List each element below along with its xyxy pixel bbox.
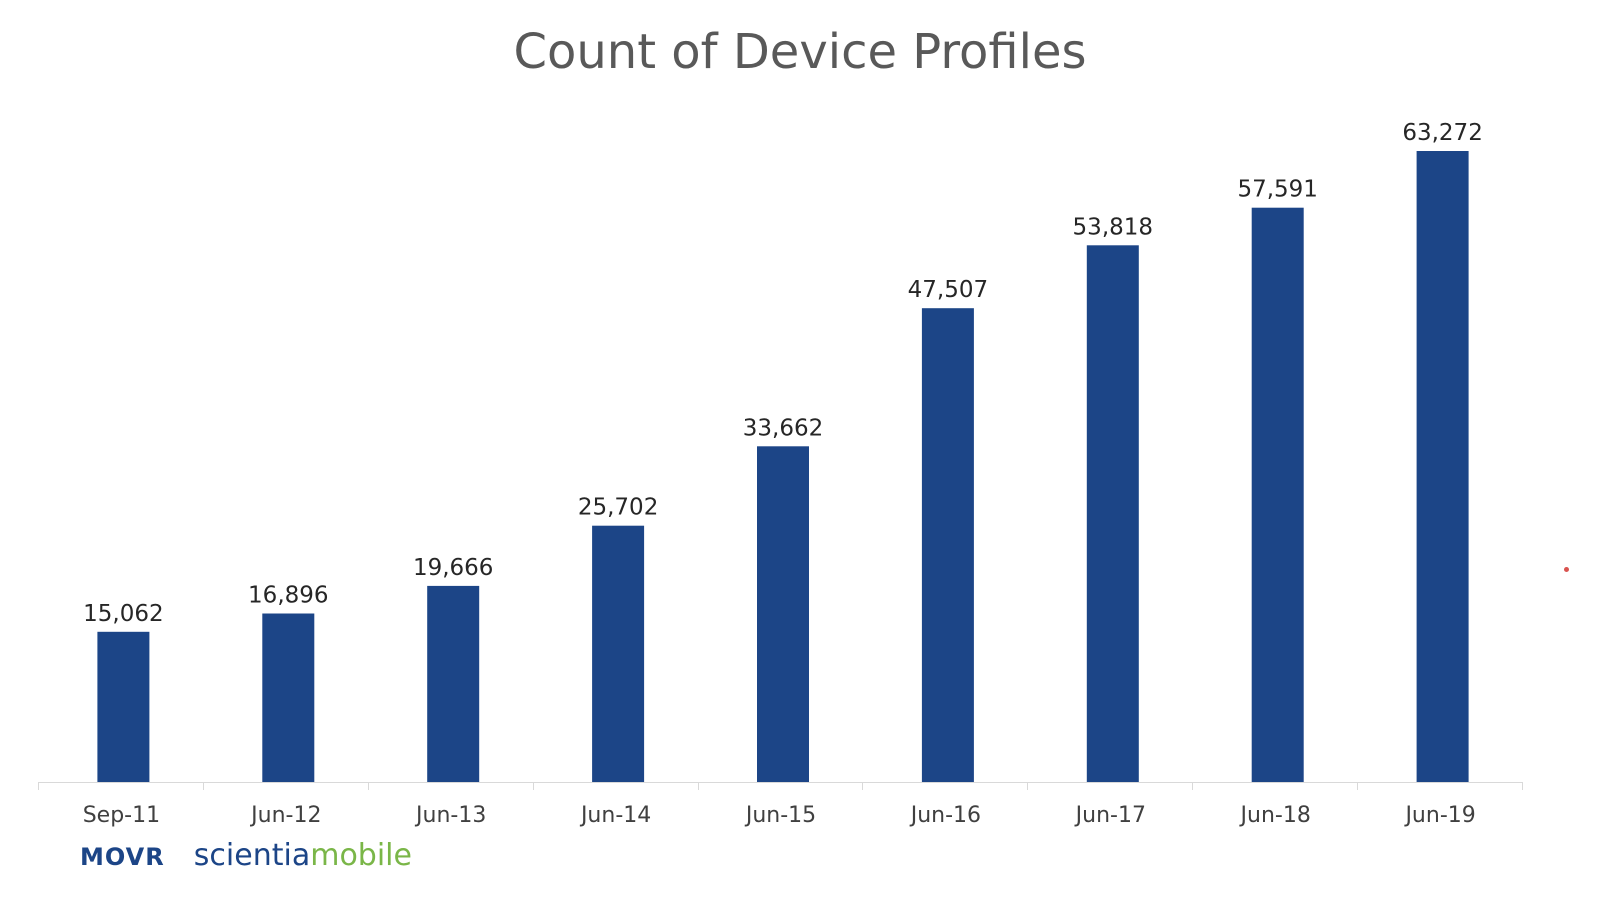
bar-sep-11 — [97, 631, 150, 782]
bar-jun-13 — [427, 585, 480, 782]
x-tick-label-jun-14: Jun-14 — [579, 803, 651, 828]
data-labels-layer: 15,062 16,896 19,666 25,702 33,662 47,507 53,8… — [83, 120, 1483, 627]
x-tick-label-jun-16: Jun-16 — [909, 803, 981, 828]
movr-logo-text: MOVR — [80, 843, 165, 871]
x-tick-label-jun-15: Jun-15 — [744, 803, 816, 828]
x-tick-label-jun-18: Jun-18 — [1239, 803, 1311, 828]
chart-title: Count of Device Profiles — [513, 24, 1087, 80]
brand-logo: MOVR scientiamobile — [80, 838, 412, 878]
bar-jun-12 — [262, 613, 315, 782]
scientia-logo-text: scientia — [193, 838, 311, 873]
data-label-jun-17: 53,818 — [1073, 214, 1153, 240]
x-tick-label-jun-12: Jun-12 — [249, 803, 321, 828]
data-label-jun-13: 19,666 — [413, 555, 493, 581]
x-axis: Sep-11 Jun-12 Jun-13 Jun-14 Jun-15 Jun-16 Jun-… — [38, 782, 1523, 828]
data-label-jun-14: 25,702 — [578, 495, 658, 521]
bar-jun-16 — [921, 308, 974, 782]
bar-jun-15 — [757, 446, 809, 782]
bars-layer — [97, 151, 1469, 783]
data-label-jun-18: 57,591 — [1237, 177, 1317, 203]
data-label-jun-12: 16,896 — [248, 583, 328, 609]
data-label-jun-15: 33,662 — [743, 415, 823, 441]
x-tick-label-jun-19: Jun-19 — [1403, 803, 1475, 828]
bar-jun-19 — [1416, 151, 1469, 782]
bar-jun-17 — [1086, 245, 1139, 783]
data-label-sep-11: 15,062 — [83, 601, 163, 627]
data-label-jun-16: 47,507 — [908, 277, 988, 303]
x-tick-label-jun-13: Jun-13 — [414, 803, 486, 828]
bar-jun-18 — [1251, 207, 1304, 782]
x-tick-label-jun-17: Jun-17 — [1074, 803, 1146, 828]
data-label-jun-19: 63,272 — [1402, 120, 1482, 146]
x-tick-label-sep-11: Sep-11 — [83, 803, 160, 828]
bar-jun-14 — [592, 525, 645, 782]
mobile-logo-text: mobile — [310, 838, 412, 873]
edge-marker — [1564, 567, 1569, 572]
